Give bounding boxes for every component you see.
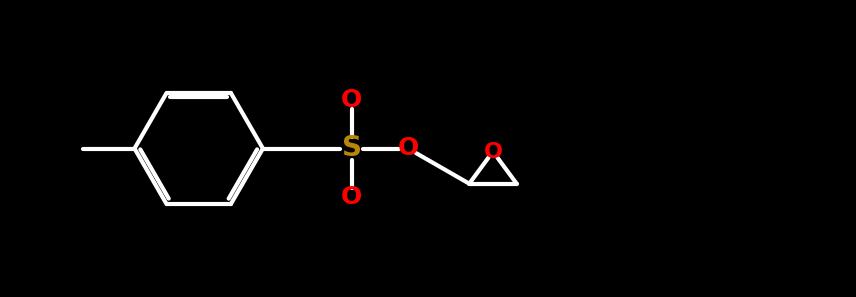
Text: O: O: [397, 137, 419, 160]
Text: S: S: [342, 135, 361, 162]
Text: O: O: [341, 185, 362, 209]
Text: O: O: [341, 88, 362, 112]
Text: O: O: [484, 142, 502, 162]
